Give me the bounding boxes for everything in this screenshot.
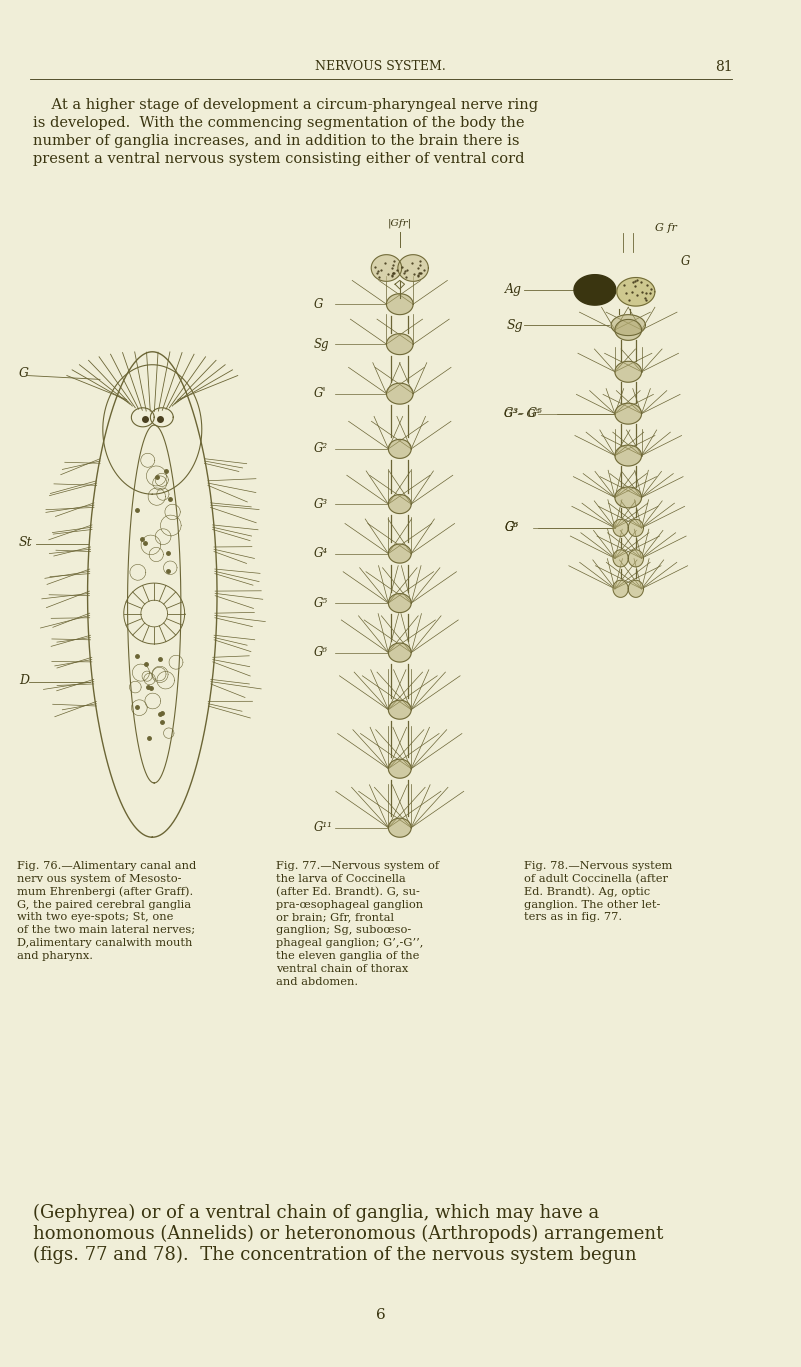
Text: pra-œsophageal ganglion: pra-œsophageal ganglion bbox=[276, 899, 423, 909]
Text: G fr: G fr bbox=[655, 223, 677, 234]
Text: mum Ehrenbergi (after Graff).: mum Ehrenbergi (after Graff). bbox=[17, 887, 193, 897]
Text: nerv ous system of Mesosto-: nerv ous system of Mesosto- bbox=[17, 874, 182, 884]
Text: G¹¹: G¹¹ bbox=[314, 822, 333, 834]
Text: G: G bbox=[681, 254, 690, 268]
Polygon shape bbox=[615, 320, 642, 340]
Polygon shape bbox=[611, 314, 646, 335]
Text: (Gephyrea) or of a ventral chain of ganglia, which may have a: (Gephyrea) or of a ventral chain of gang… bbox=[34, 1204, 600, 1222]
Text: NERVOUS SYSTEM.: NERVOUS SYSTEM. bbox=[316, 60, 446, 72]
Polygon shape bbox=[388, 544, 411, 563]
Text: number of ganglia increases, and in addition to the brain there is: number of ganglia increases, and in addi… bbox=[34, 134, 520, 148]
Polygon shape bbox=[388, 439, 411, 458]
Text: ganglion; Sg, suboœso-: ganglion; Sg, suboœso- bbox=[276, 925, 411, 935]
Text: G⁶: G⁶ bbox=[505, 521, 518, 534]
Polygon shape bbox=[615, 361, 642, 383]
Text: D,alimentary canalwith mouth: D,alimentary canalwith mouth bbox=[17, 938, 192, 949]
Polygon shape bbox=[388, 642, 411, 662]
Text: of adult Coccinella (after: of adult Coccinella (after bbox=[524, 874, 667, 884]
Text: G⁴: G⁴ bbox=[314, 547, 328, 560]
Polygon shape bbox=[388, 759, 411, 778]
Text: G: G bbox=[19, 368, 29, 380]
Text: G, the paired cerebral ganglia: G, the paired cerebral ganglia bbox=[17, 899, 191, 909]
Text: St: St bbox=[19, 536, 33, 548]
Polygon shape bbox=[628, 519, 643, 536]
Text: homonomous (Annelids) or heteronomous (Arthropods) arrangement: homonomous (Annelids) or heteronomous (A… bbox=[34, 1225, 664, 1243]
Polygon shape bbox=[628, 580, 643, 597]
Text: G³– G⁵: G³– G⁵ bbox=[505, 407, 542, 420]
Text: Fig. 77.—Nervous system of: Fig. 77.—Nervous system of bbox=[276, 861, 439, 871]
Polygon shape bbox=[398, 254, 429, 282]
Text: D: D bbox=[19, 674, 29, 686]
Polygon shape bbox=[613, 580, 628, 597]
Text: ventral chain of thorax: ventral chain of thorax bbox=[276, 964, 409, 973]
Polygon shape bbox=[388, 593, 411, 612]
Text: (after Ed. Brandt). G, su-: (after Ed. Brandt). G, su- bbox=[276, 887, 420, 897]
Polygon shape bbox=[386, 294, 413, 314]
Text: Ed. Brandt). Ag, optic: Ed. Brandt). Ag, optic bbox=[524, 887, 650, 897]
Polygon shape bbox=[388, 819, 411, 837]
Text: G': G' bbox=[314, 387, 327, 401]
Text: Sg: Sg bbox=[314, 338, 330, 351]
Text: Fig. 78.—Nervous system: Fig. 78.—Nervous system bbox=[524, 861, 672, 871]
Text: with two eye-spots; St, one: with two eye-spots; St, one bbox=[17, 912, 174, 923]
Text: 81: 81 bbox=[715, 60, 733, 74]
Polygon shape bbox=[628, 550, 643, 567]
Text: G³– G⁵: G³– G⁵ bbox=[505, 409, 541, 418]
Text: 6: 6 bbox=[376, 1308, 385, 1322]
Text: Ag: Ag bbox=[505, 283, 521, 297]
Polygon shape bbox=[388, 700, 411, 719]
Text: ters as in fig. 77.: ters as in fig. 77. bbox=[524, 912, 622, 923]
Text: Sg: Sg bbox=[506, 319, 523, 332]
Polygon shape bbox=[615, 487, 642, 509]
Text: G²: G² bbox=[314, 443, 328, 455]
Text: G³: G³ bbox=[314, 498, 328, 510]
Text: G⁵: G⁵ bbox=[314, 596, 328, 610]
Polygon shape bbox=[613, 550, 628, 567]
Text: is developed.  With the commencing segmentation of the body the: is developed. With the commencing segmen… bbox=[34, 116, 525, 130]
Text: ganglion. The other let-: ganglion. The other let- bbox=[524, 899, 660, 909]
Polygon shape bbox=[388, 495, 411, 514]
Text: and pharynx.: and pharynx. bbox=[17, 951, 93, 961]
Polygon shape bbox=[574, 275, 616, 305]
Text: the eleven ganglia of the: the eleven ganglia of the bbox=[276, 951, 420, 961]
Text: the larva of Coccinella: the larva of Coccinella bbox=[276, 874, 406, 884]
Text: G⁶: G⁶ bbox=[314, 647, 328, 659]
Text: phageal ganglion; G’,-G’’,: phageal ganglion; G’,-G’’, bbox=[276, 938, 424, 949]
Polygon shape bbox=[617, 278, 655, 306]
Polygon shape bbox=[615, 403, 642, 424]
Polygon shape bbox=[386, 383, 413, 405]
Polygon shape bbox=[615, 446, 642, 466]
Text: and abdomen.: and abdomen. bbox=[276, 976, 358, 987]
Polygon shape bbox=[371, 254, 401, 282]
Text: or brain; Gfr, frontal: or brain; Gfr, frontal bbox=[276, 912, 394, 923]
Text: present a ventral nervous system consisting either of ventral cord: present a ventral nervous system consist… bbox=[34, 152, 525, 165]
Polygon shape bbox=[613, 519, 628, 536]
Text: G: G bbox=[314, 298, 324, 310]
Text: G⁶: G⁶ bbox=[505, 521, 518, 534]
Text: |Gfr|: |Gfr| bbox=[388, 219, 412, 228]
Text: (figs. 77 and 78).  The concentration of the nervous system begun: (figs. 77 and 78). The concentration of … bbox=[34, 1245, 637, 1264]
Text: At a higher stage of development a circum-pharyngeal nerve ring: At a higher stage of development a circu… bbox=[34, 97, 538, 112]
Polygon shape bbox=[386, 334, 413, 354]
Text: Fig. 76.—Alimentary canal and: Fig. 76.—Alimentary canal and bbox=[17, 861, 196, 871]
Text: of the two main lateral nerves;: of the two main lateral nerves; bbox=[17, 925, 195, 935]
